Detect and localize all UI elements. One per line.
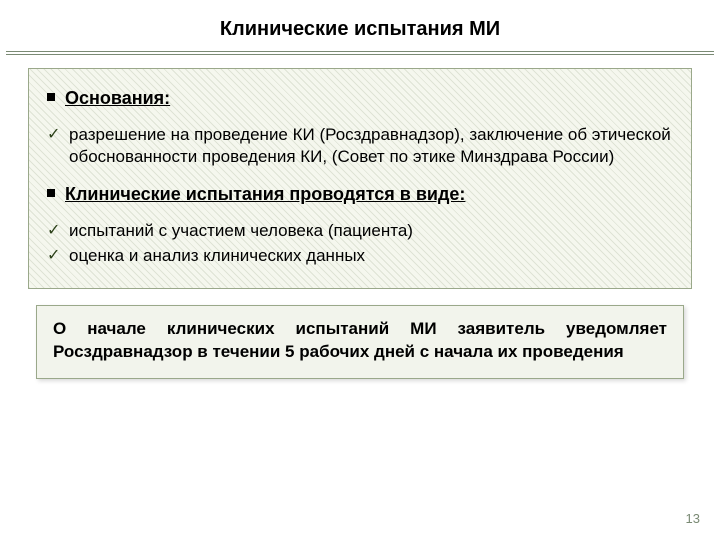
divider-line-bottom [6,54,714,55]
content-box: Основания: ✓ разрешение на проведение КИ… [28,68,692,289]
check-item-2: ✓ испытаний с участием человека (пациент… [47,220,673,243]
check-icon: ✓ [47,220,65,242]
square-bullet-icon [47,93,55,101]
check-icon: ✓ [47,124,65,146]
section-heading-1: Основания: [47,87,673,110]
check-icon: ✓ [47,245,65,267]
heading-text: Основания: [65,87,170,110]
square-bullet-icon [47,189,55,197]
callout-text: О начале клинических испытаний МИ заявит… [53,318,667,364]
divider-line-top [6,51,714,52]
check-text: оценка и анализ клинических данных [69,245,365,268]
page-number: 13 [686,511,700,526]
slide: Клинические испытания МИ Основания: ✓ ра… [0,0,720,540]
heading-text: Клинические испытания проводятся в виде: [65,183,465,206]
slide-title: Клинические испытания МИ [0,0,720,51]
check-item-3: ✓ оценка и анализ клинических данных [47,245,673,268]
callout-box: О начале клинических испытаний МИ заявит… [36,305,684,379]
check-text: разрешение на проведение КИ (Росздравнад… [69,124,673,170]
title-divider [6,51,714,54]
check-item-1: ✓ разрешение на проведение КИ (Росздравн… [47,124,673,170]
section-heading-2: Клинические испытания проводятся в виде: [47,183,673,206]
check-text: испытаний с участием человека (пациента) [69,220,413,243]
